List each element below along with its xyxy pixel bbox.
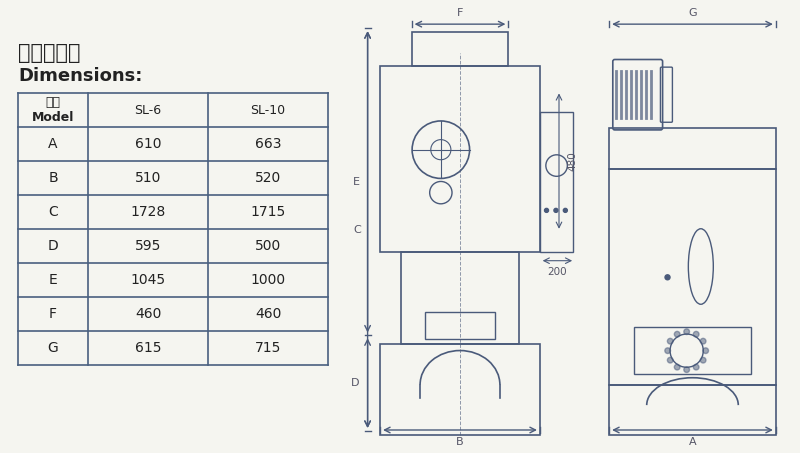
Circle shape: [694, 332, 699, 337]
Text: 615: 615: [134, 341, 162, 355]
Circle shape: [684, 367, 690, 372]
Text: 520: 520: [255, 171, 281, 185]
Text: 200: 200: [547, 267, 567, 277]
Bar: [634, 327, 750, 375]
Text: C: C: [48, 205, 58, 219]
Text: 外形尺寸：: 外形尺寸：: [18, 43, 81, 63]
Text: E: E: [49, 273, 58, 287]
Circle shape: [554, 208, 558, 212]
Text: 610: 610: [134, 137, 162, 151]
Text: 型號
Model: 型號 Model: [32, 96, 74, 124]
Text: 480: 480: [567, 151, 577, 171]
Circle shape: [694, 364, 699, 370]
Text: 1000: 1000: [250, 273, 286, 287]
Circle shape: [700, 357, 706, 363]
Circle shape: [703, 348, 709, 353]
Text: 1728: 1728: [130, 205, 166, 219]
Bar: [610, 385, 776, 435]
Circle shape: [667, 338, 673, 344]
Bar: [401, 252, 518, 344]
Text: B: B: [456, 437, 464, 447]
Circle shape: [667, 357, 673, 363]
Text: G: G: [48, 341, 58, 355]
Text: D: D: [48, 239, 58, 253]
Text: 510: 510: [135, 171, 161, 185]
Bar: [380, 66, 540, 252]
Text: 1715: 1715: [250, 205, 286, 219]
Text: 460: 460: [255, 307, 281, 321]
Text: G: G: [688, 8, 697, 18]
Bar: [610, 169, 776, 385]
Circle shape: [674, 332, 680, 337]
Circle shape: [665, 348, 670, 353]
Text: D: D: [351, 378, 360, 388]
Text: 500: 500: [255, 239, 281, 253]
Text: E: E: [353, 177, 360, 187]
Circle shape: [700, 338, 706, 344]
Text: B: B: [48, 171, 58, 185]
Bar: [610, 128, 776, 169]
Circle shape: [665, 275, 670, 280]
Text: 1045: 1045: [130, 273, 166, 287]
Text: 595: 595: [135, 239, 161, 253]
Text: 460: 460: [135, 307, 161, 321]
Circle shape: [545, 208, 549, 212]
Bar: [540, 112, 574, 252]
Bar: [412, 33, 508, 66]
Bar: [425, 312, 495, 339]
Circle shape: [563, 208, 567, 212]
Text: SL-10: SL-10: [250, 103, 286, 116]
Text: A: A: [689, 437, 696, 447]
Text: A: A: [48, 137, 58, 151]
Text: 663: 663: [254, 137, 282, 151]
Text: C: C: [354, 225, 362, 235]
Bar: [380, 344, 540, 435]
Text: 715: 715: [255, 341, 281, 355]
Text: F: F: [457, 8, 463, 18]
Text: SL-6: SL-6: [134, 103, 162, 116]
Text: F: F: [49, 307, 57, 321]
Circle shape: [674, 364, 680, 370]
Circle shape: [684, 329, 690, 334]
Text: Dimensions:: Dimensions:: [18, 67, 142, 85]
